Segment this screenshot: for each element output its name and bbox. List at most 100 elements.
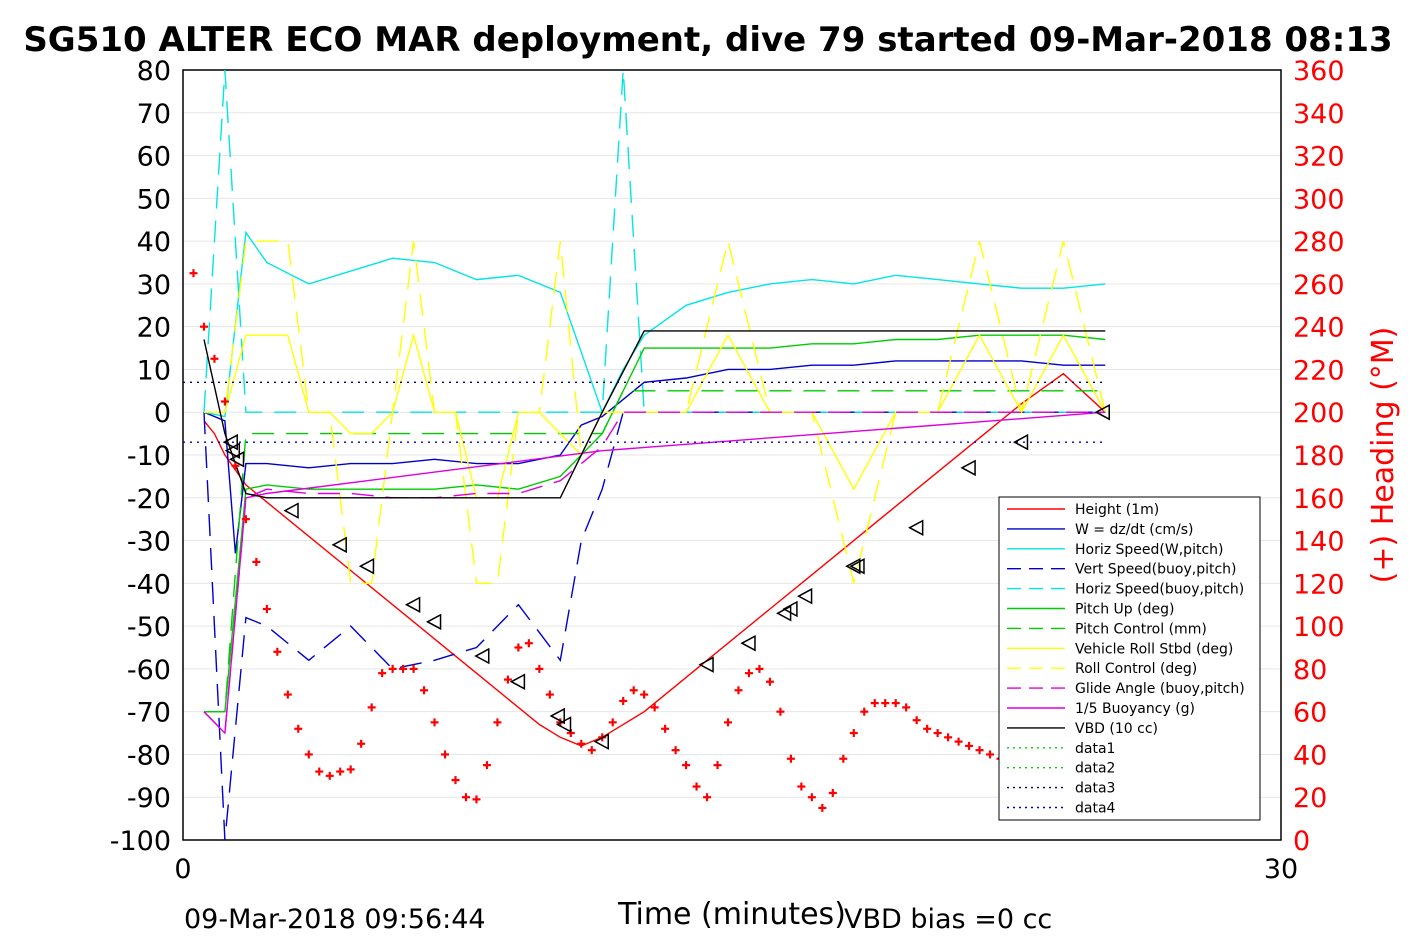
legend-label: Vehicle Roll Stbd (deg) — [1075, 641, 1233, 657]
series-line — [203, 411, 1106, 735]
heading-point — [304, 750, 313, 759]
footer-timestamp: 09-Mar-2018 09:56:44 — [184, 904, 486, 935]
heading-point — [273, 647, 282, 656]
left-tick-label: -20 — [127, 484, 171, 515]
heading-point — [818, 803, 827, 812]
heading-point — [262, 605, 271, 613]
left-tick-label: 60 — [137, 142, 171, 173]
left-tick-label: 50 — [137, 184, 171, 215]
dive-marker — [849, 557, 865, 575]
legend-label: data4 — [1075, 801, 1116, 817]
dive-marker — [331, 536, 347, 554]
heading-point — [807, 793, 816, 802]
heading-point — [860, 707, 869, 716]
legend-label: Vert Speed(buoy,pitch) — [1075, 562, 1237, 578]
left-tick-label: 0 — [154, 398, 171, 429]
right-axis-label: (+) Heading (°M) — [1366, 327, 1401, 584]
dive-marker — [960, 459, 976, 477]
heading-point — [713, 761, 722, 770]
heading-point — [682, 761, 691, 770]
heading-point — [891, 699, 900, 708]
left-tick-label: -40 — [127, 569, 171, 600]
right-tick-label: 0 — [1293, 826, 1310, 857]
right-tick-label: 160 — [1293, 484, 1345, 515]
heading-point — [503, 675, 512, 684]
legend-label: Height (1m) — [1075, 502, 1159, 518]
series-line — [203, 230, 1106, 418]
heading-point — [755, 664, 764, 673]
dive-marker — [845, 557, 861, 575]
heading-point — [399, 664, 408, 673]
series-layer — [183, 69, 1106, 841]
dive-marker — [222, 433, 238, 451]
heading-point — [765, 677, 774, 686]
legend-label: VBD (10 cc) — [1075, 721, 1158, 737]
right-tick-label: 20 — [1293, 783, 1327, 814]
right-tick-label: 40 — [1293, 740, 1327, 771]
heading-point — [482, 761, 491, 770]
heading-point — [608, 718, 617, 727]
right-tick-label: 320 — [1293, 142, 1345, 173]
right-tick-label: 220 — [1293, 355, 1345, 386]
dive-marker — [404, 596, 421, 613]
heading-point — [388, 664, 397, 673]
heading-point — [703, 793, 712, 802]
right-tick-label: 360 — [1293, 56, 1345, 87]
heading-point — [881, 699, 890, 708]
left-tick-label: -30 — [127, 527, 171, 558]
dive-marker — [549, 707, 565, 725]
left-tick-label: -50 — [127, 612, 171, 643]
heading-point — [430, 718, 439, 727]
right-tick-label: 60 — [1293, 698, 1327, 729]
chart-title: SG510 ALTER ECO MAR deployment, dive 79 … — [23, 20, 1392, 60]
heading-point — [587, 746, 596, 755]
legend-label: data2 — [1075, 761, 1115, 777]
heading-point — [849, 729, 858, 738]
heading-point — [629, 686, 638, 695]
left-tick-label: -100 — [110, 826, 171, 857]
heading-point — [744, 669, 753, 678]
legend-label: data3 — [1075, 781, 1115, 797]
series-line — [204, 332, 1106, 499]
heading-point — [692, 782, 701, 791]
heading-point — [933, 729, 942, 738]
dive-marker — [509, 673, 526, 690]
heading-point — [524, 639, 533, 648]
heading-point — [378, 669, 387, 678]
legend: Height (1m) W = dz/dt (cm/s) Horiz Speed(W… — [998, 496, 1261, 821]
heading-point — [650, 703, 659, 712]
x-tick-label: 0 — [174, 854, 191, 885]
series-line — [204, 240, 1106, 584]
series-line — [204, 390, 1106, 713]
heading-point — [420, 686, 429, 695]
series-line — [203, 360, 1106, 554]
heading-point — [199, 322, 208, 331]
heading-point — [461, 793, 470, 802]
heading-point — [965, 741, 974, 750]
right-tick-label: 280 — [1293, 227, 1345, 258]
left-tick-label: -70 — [127, 698, 171, 729]
series-line — [204, 334, 1106, 713]
heading-point — [975, 746, 984, 755]
heading-point — [776, 707, 785, 716]
heading-point — [283, 690, 292, 699]
right-tick-label: 340 — [1293, 99, 1345, 130]
heading-point — [724, 718, 733, 727]
left-tick-label: 70 — [137, 99, 171, 130]
dive-marker — [474, 647, 490, 665]
dive-marker — [228, 451, 245, 468]
heading-point — [912, 716, 921, 725]
legend-box — [998, 496, 1261, 821]
legend-label: Horiz Speed(W,pitch) — [1075, 542, 1223, 558]
heading-point — [577, 739, 586, 748]
x-axis: 0 30 — [174, 854, 1298, 885]
dive-marker — [425, 613, 442, 631]
legend-label: Roll Control (deg) — [1075, 661, 1197, 677]
heading-point — [451, 776, 460, 785]
heading-point — [954, 737, 963, 746]
legend-label: Pitch Control (mm) — [1075, 621, 1207, 637]
heading-point — [902, 703, 911, 712]
heading-point — [241, 515, 250, 524]
series-line — [203, 411, 1106, 841]
plot-area — [182, 69, 1282, 841]
